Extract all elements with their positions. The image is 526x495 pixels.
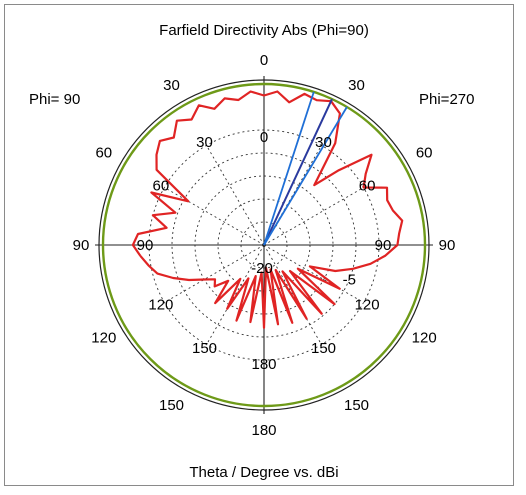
polar-chart: Farfield Directivity Abs (Phi=90) Phi= 9… bbox=[29, 22, 474, 481]
angle-tick-outer: 90 bbox=[439, 237, 456, 254]
angle-tick-outer: 150 bbox=[159, 397, 184, 414]
beamwidth-line bbox=[263, 91, 315, 246]
angle-tick-outer: 120 bbox=[412, 330, 437, 347]
grid-spoke bbox=[206, 244, 265, 345]
angle-tick-outer: 120 bbox=[91, 330, 116, 347]
angle-tick-inner: 120 bbox=[148, 297, 173, 314]
angle-tick-outer: 150 bbox=[344, 397, 369, 414]
outer-ring bbox=[98, 79, 430, 411]
side-label-left: Phi= 90 bbox=[29, 91, 80, 108]
directivity-curve bbox=[131, 90, 404, 329]
angle-tick-inner: 30 bbox=[196, 134, 213, 151]
radial-tick-label: -5 bbox=[343, 272, 356, 289]
x-axis-label: Theta / Degree vs. dBi bbox=[189, 464, 338, 481]
angle-tick-inner: 120 bbox=[355, 297, 380, 314]
grid-spoke bbox=[164, 244, 265, 303]
angle-tick-outer: 90 bbox=[73, 237, 90, 254]
grid-spokes bbox=[164, 145, 364, 345]
angle-tick-inner: 150 bbox=[311, 340, 336, 357]
series-layer bbox=[131, 90, 404, 329]
grid-spoke bbox=[263, 244, 322, 345]
angle-tick-inner: 60 bbox=[359, 178, 376, 195]
grid-spoke bbox=[164, 187, 265, 246]
angle-tick-outer: 30 bbox=[348, 77, 365, 94]
angle-tick-inner: 60 bbox=[153, 178, 170, 195]
radial-tick-label: 0 bbox=[260, 129, 268, 146]
side-label-right: Phi=270 bbox=[419, 91, 474, 108]
chart-title: Farfield Directivity Abs (Phi=90) bbox=[159, 22, 369, 39]
frame-circle bbox=[98, 79, 430, 411]
grid-spoke bbox=[263, 244, 364, 303]
reference-circle bbox=[101, 82, 427, 408]
angle-tick-outer: 60 bbox=[416, 145, 433, 162]
radial-tick-label: -20 bbox=[251, 260, 273, 277]
angle-tick-outer: 180 bbox=[251, 422, 276, 439]
chart-frame: Farfield Directivity Abs (Phi=90) Phi= 9… bbox=[4, 4, 514, 486]
angle-tick-inner: 90 bbox=[375, 237, 392, 254]
angle-tick-outer: 0 bbox=[260, 52, 268, 69]
beamwidth-line bbox=[263, 106, 348, 246]
angle-tick-inner: 180 bbox=[251, 356, 276, 373]
angle-tick-inner: 90 bbox=[137, 237, 154, 254]
angle-tick-inner: 30 bbox=[315, 134, 332, 151]
grid-spoke bbox=[206, 145, 265, 246]
angle-tick-outer: 30 bbox=[163, 77, 180, 94]
angle-tick-inner: 150 bbox=[192, 340, 217, 357]
tick-labels: 0 30 60 90 120 150 180 150 120 90 60 30 30 60 90 120 150… bbox=[73, 52, 456, 439]
angle-tick-outer: 60 bbox=[95, 145, 112, 162]
main-lobe-markers bbox=[263, 91, 348, 246]
grid-spoke bbox=[263, 145, 322, 246]
grid-spoke bbox=[263, 187, 364, 246]
main-lobe-line bbox=[263, 98, 333, 246]
